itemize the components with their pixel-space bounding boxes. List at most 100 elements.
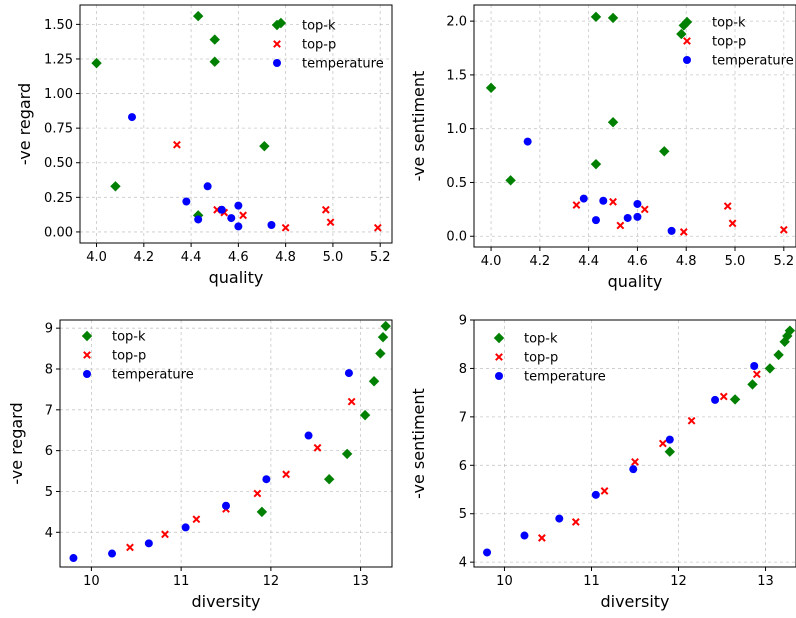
temperature-point: [344, 369, 353, 378]
legend-label-temperature: temperature: [112, 368, 194, 383]
plot-area: [483, 325, 796, 557]
x-tick-label: 4.4: [578, 254, 599, 269]
temperature-point: [633, 212, 642, 221]
top-k-point: [784, 325, 796, 336]
y-tick-label: 1.50: [44, 18, 73, 33]
temperature-point: [520, 531, 529, 540]
top-p-point-stroke-b: [572, 201, 581, 209]
temperature-point: [579, 194, 588, 203]
legend-marker-top-k: [681, 16, 693, 28]
top-p-point: [609, 197, 617, 206]
top-p-point-stroke-b: [571, 518, 580, 526]
top-p-point-stroke-b: [600, 487, 609, 495]
top-p-point-stroke-b: [192, 515, 201, 524]
top-p-point-stroke-b: [640, 205, 649, 214]
top-k-point: [110, 181, 121, 192]
top-p-point: [173, 140, 181, 149]
top-p-point-stroke-b: [173, 140, 181, 149]
top-k-point: [607, 12, 619, 24]
top-k-point: [341, 448, 353, 460]
top-p-point-stroke-b: [752, 370, 761, 379]
legend-marker-top-k: [493, 332, 505, 344]
top-k-point: [91, 57, 102, 69]
y-tick-label: 0.50: [44, 156, 73, 171]
temperature-point: [711, 395, 720, 404]
legend-marker-top-p-stroke-b: [683, 37, 691, 45]
temperature-point: [629, 465, 638, 474]
top-p-point-stroke-b: [282, 470, 291, 479]
top-p-point-stroke-b: [347, 397, 356, 406]
y-tick-label: 2.0: [446, 15, 467, 30]
top-p-point-stroke-b: [723, 202, 732, 211]
temperature-point: [623, 213, 632, 222]
top-p-point: [728, 219, 737, 228]
top-p-point-stroke-b: [719, 392, 728, 401]
y-axis-label: -ve regard: [7, 402, 26, 484]
top-k-point: [209, 34, 220, 45]
top-p-point-stroke-b: [728, 219, 737, 228]
top-p-point: [687, 416, 696, 425]
top-p-point-stroke-b: [779, 225, 788, 234]
top-p-point: [572, 201, 581, 209]
x-tick-label: 4.6: [627, 254, 648, 269]
x-tick-label: 11: [173, 574, 190, 589]
temperature-point: [523, 137, 532, 146]
top-p-point-stroke-b: [326, 218, 335, 227]
legend: top-k top-p temperature: [493, 332, 606, 385]
top-p-point-stroke-b: [313, 443, 322, 452]
temperature-point: [217, 205, 226, 214]
temperature-point: [483, 548, 492, 557]
x-axis-label: quality: [608, 272, 663, 291]
legend-marker-temperature: [683, 56, 691, 64]
temperature-point: [128, 113, 136, 122]
top-k-point: [505, 175, 516, 186]
legend-label-top-k: top-k: [524, 332, 558, 347]
top-p-point-stroke-b: [161, 530, 169, 539]
y-tick-label: 9: [459, 314, 467, 329]
temperature-point: [304, 431, 313, 440]
x-tick-label: 4.6: [228, 250, 249, 265]
top-p-point-stroke-b: [631, 457, 639, 466]
temperature-point: [667, 226, 676, 235]
plot-area: [485, 11, 788, 236]
x-tick-label: 5.0: [323, 250, 344, 265]
legend-marker-top-p: [683, 37, 691, 45]
legend-label-temperature: temperature: [712, 54, 794, 69]
axes-frame: [473, 4, 796, 248]
legend-marker-top-p: [273, 40, 281, 48]
x-tick-label: 10: [496, 574, 513, 589]
temperature-point: [555, 514, 564, 523]
y-tick-label: 0.00: [44, 225, 73, 240]
legend: top-k top-p temperature: [271, 19, 384, 72]
top-p-point-stroke-b: [616, 221, 625, 230]
y-tick-label: 4: [459, 556, 467, 571]
plot-area: [69, 320, 391, 563]
top-p-point: [282, 470, 291, 479]
y-tick-label: 8: [459, 362, 467, 377]
temperature-point: [633, 199, 642, 208]
legend-label-top-k: top-k: [712, 16, 746, 31]
top-p-point-stroke-b: [537, 534, 546, 542]
top-p-point-stroke-b: [679, 228, 688, 236]
temperature-point: [591, 490, 600, 499]
top-k-point: [664, 446, 676, 457]
top-k-point: [368, 376, 380, 387]
top-p-point: [723, 202, 732, 211]
legend-marker-top-p: [495, 353, 503, 361]
top-p-point-stroke-b: [373, 223, 382, 232]
y-axis-label: -ve sentiment: [409, 71, 428, 182]
top-p-point: [347, 397, 356, 406]
top-p-point-stroke-b: [126, 543, 134, 552]
top-k-point: [764, 363, 776, 374]
y-tick-label: 0.0: [446, 230, 467, 245]
y-axis-label: -ve regard: [15, 83, 34, 165]
top-p-point: [600, 487, 609, 495]
x-tick-label: 12: [670, 574, 687, 589]
y-tick-label: 0.25: [44, 191, 73, 206]
top-p-point: [571, 518, 580, 526]
axes-frame: [59, 319, 393, 568]
top-p-point: [779, 225, 788, 234]
temperature-point: [665, 435, 674, 444]
y-tick-label: 6: [459, 459, 467, 474]
top-p-point: [126, 543, 134, 552]
